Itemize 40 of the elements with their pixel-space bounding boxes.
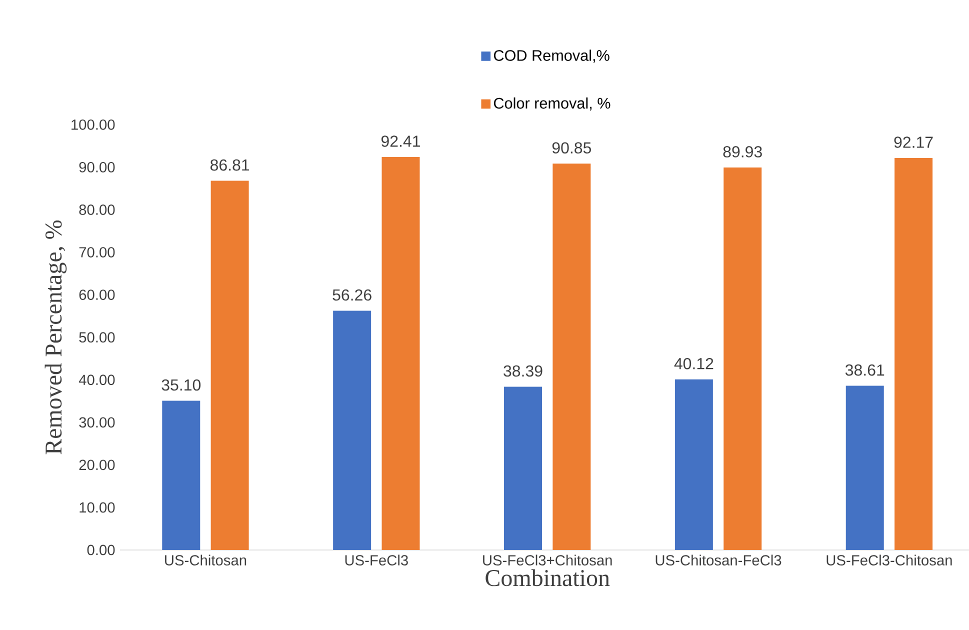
data-label: 35.10 [162, 379, 201, 391]
x-tick-label: US-FeCl3 [345, 554, 408, 566]
data-label: 92.41 [381, 136, 420, 147]
y-tick-label: 10.00 [80, 502, 115, 513]
bar [504, 386, 542, 550]
bar [552, 164, 591, 550]
y-tick-label: 100.00 [72, 119, 115, 130]
data-label: 92.17 [894, 136, 933, 148]
legend-label: COD Removal,% [494, 50, 610, 63]
y-tick-label: 60.00 [79, 290, 115, 300]
x-tick-label: US-FeCl3+Chitosan [483, 554, 612, 566]
y-axis-title: Removed Percentage, % [44, 220, 67, 454]
data-label: 89.93 [723, 146, 762, 158]
y-tick-label: 70.00 [79, 247, 115, 258]
x-tick-label: US-Chitosan [165, 554, 246, 566]
data-label: 38.61 [845, 364, 884, 376]
data-label: 86.81 [210, 159, 250, 171]
bar [724, 167, 762, 550]
y-tick-label: 30.00 [79, 417, 115, 428]
bar [846, 386, 884, 550]
data-label: 38.39 [504, 365, 542, 377]
x-tick-label: US-Chitosan-FeCl3 [656, 554, 782, 566]
data-label: 56.26 [332, 289, 372, 301]
bar [674, 379, 713, 550]
bar [333, 310, 372, 550]
legend-label: Color removal, % [494, 97, 610, 111]
y-tick-label: 40.00 [78, 374, 115, 386]
x-axis-title: Combination [486, 569, 610, 586]
y-tick-label: 90.00 [79, 162, 115, 172]
bar [382, 156, 420, 550]
bar [162, 400, 200, 550]
data-label: 40.12 [674, 358, 714, 370]
bar [210, 180, 249, 550]
y-tick-label: 20.00 [79, 460, 115, 470]
data-label: 90.85 [552, 142, 592, 154]
x-tick-label: US-FeCl3-Chitosan [826, 554, 952, 566]
y-tick-label: 80.00 [79, 204, 115, 215]
y-tick-label: 50.00 [79, 332, 115, 343]
y-tick-label: 0.00 [87, 544, 115, 556]
bar [894, 158, 933, 550]
